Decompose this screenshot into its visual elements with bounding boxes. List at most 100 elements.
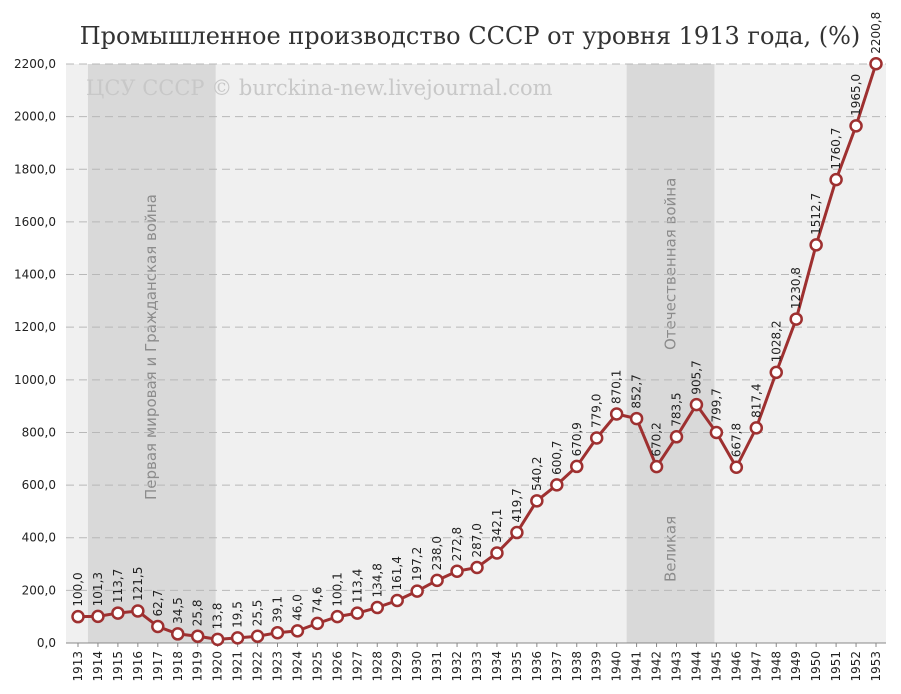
data-point	[829, 172, 843, 187]
y-tick-label: 1200,0	[14, 320, 56, 334]
x-tick-label: 1918	[171, 651, 185, 682]
data-label: 799,7	[709, 388, 723, 422]
data-label: 342,1	[490, 509, 504, 543]
war-band-2	[626, 64, 715, 643]
x-tick-label: 1948	[769, 651, 783, 682]
data-label: 238,0	[430, 536, 444, 570]
data-label: 783,5	[670, 392, 684, 426]
x-tick-label: 1947	[749, 651, 763, 682]
data-label: 1965,0	[849, 74, 863, 116]
data-point	[490, 546, 504, 560]
y-tick-label: 400,0	[22, 531, 56, 545]
x-tick-label: 1922	[251, 651, 265, 682]
x-tick-label: 1946	[729, 651, 743, 682]
data-point	[111, 606, 125, 620]
data-point	[450, 564, 464, 578]
data-label: 905,7	[689, 360, 703, 394]
data-point	[430, 573, 444, 588]
war-band-label: Великая	[662, 516, 680, 582]
data-point	[230, 631, 245, 645]
data-label: 1512,7	[809, 193, 823, 235]
data-point	[330, 609, 345, 624]
x-tick-label: 1924	[290, 651, 304, 682]
x-tick-label: 1915	[111, 651, 125, 682]
data-point	[71, 609, 85, 624]
war-band-1	[87, 64, 216, 643]
data-label: 113,7	[111, 569, 125, 603]
x-tick-label: 1913	[71, 651, 85, 682]
x-tick-label: 1923	[271, 651, 285, 682]
x-tick-label: 1928	[370, 651, 384, 682]
data-point	[250, 629, 265, 644]
war-band-label: Первая мировая и Гражданская война	[142, 194, 160, 500]
data-label: 1028,2	[769, 320, 783, 362]
data-label: 34,5	[171, 597, 185, 624]
x-tick-label: 1941	[630, 651, 644, 682]
data-label: 46,0	[290, 594, 304, 621]
data-point	[390, 593, 404, 608]
x-tick-label: 1944	[689, 651, 703, 682]
data-label: 161,4	[390, 556, 404, 590]
data-label: 25,5	[251, 600, 265, 627]
data-label: 134,8	[370, 563, 384, 597]
data-label: 670,9	[570, 422, 584, 456]
x-tick-label: 1921	[231, 651, 245, 682]
data-point	[290, 624, 305, 638]
data-point	[589, 431, 604, 445]
y-tick-label: 1600,0	[14, 215, 56, 229]
data-label: 670,2	[650, 422, 664, 456]
y-tick-label: 1800,0	[14, 162, 56, 176]
data-point	[550, 478, 564, 492]
data-label: 1760,7	[829, 128, 843, 170]
data-point	[171, 627, 185, 641]
data-point	[749, 421, 764, 435]
data-point	[729, 460, 744, 474]
data-label: 779,0	[590, 394, 604, 428]
x-tick-label: 1940	[610, 651, 624, 682]
data-point	[530, 494, 544, 508]
data-label: 272,8	[450, 527, 464, 561]
x-tick-label: 1936	[530, 651, 544, 682]
data-label: 74,6	[310, 587, 324, 614]
x-tick-label: 1952	[849, 651, 863, 682]
data-point	[629, 411, 644, 426]
x-tick-label: 1935	[510, 651, 524, 682]
x-tick-label: 1933	[470, 651, 484, 682]
x-tick-label: 1916	[131, 651, 145, 682]
data-label: 62,7	[151, 590, 165, 617]
x-tick-label: 1930	[410, 651, 424, 682]
x-tick-label: 1929	[390, 651, 404, 682]
data-point	[769, 365, 783, 380]
y-tick-label: 0,0	[37, 636, 56, 650]
x-tick-label: 1937	[550, 651, 564, 682]
data-label: 13,8	[211, 603, 225, 630]
x-tick-label: 1926	[330, 651, 344, 682]
war-band-label: Отечественная война	[662, 178, 680, 350]
grid-lines	[66, 63, 886, 591]
x-tick-label: 1934	[490, 651, 504, 682]
watermark: ЦСУ СССР © burckina-new.livejournal.com	[86, 76, 553, 100]
data-label: 870,1	[610, 370, 624, 404]
data-point	[649, 459, 664, 474]
data-point	[689, 397, 704, 412]
data-point	[370, 600, 384, 615]
data-label: 1230,8	[789, 267, 803, 309]
data-point	[609, 407, 624, 421]
data-point	[310, 616, 325, 631]
data-point	[91, 609, 105, 624]
war-bands: Первая мировая и Гражданская война Велика…	[87, 64, 715, 643]
data-label: 419,7	[510, 488, 524, 522]
x-tick-label: 1938	[570, 651, 584, 682]
data-label: 540,2	[530, 456, 544, 490]
data-point	[190, 629, 205, 643]
x-tick-label: 1927	[350, 651, 364, 682]
x-tick-label: 1914	[91, 651, 105, 682]
x-tick-label: 1953	[869, 651, 883, 682]
data-point	[869, 57, 883, 71]
y-axis: 0,0 200,0 400,0 600,0 800,0 1000,0 1200,0 1400,…	[14, 57, 56, 650]
data-label: 600,7	[550, 441, 564, 475]
x-tick-label: 1925	[310, 651, 324, 682]
y-tick-label: 2000,0	[14, 110, 56, 124]
